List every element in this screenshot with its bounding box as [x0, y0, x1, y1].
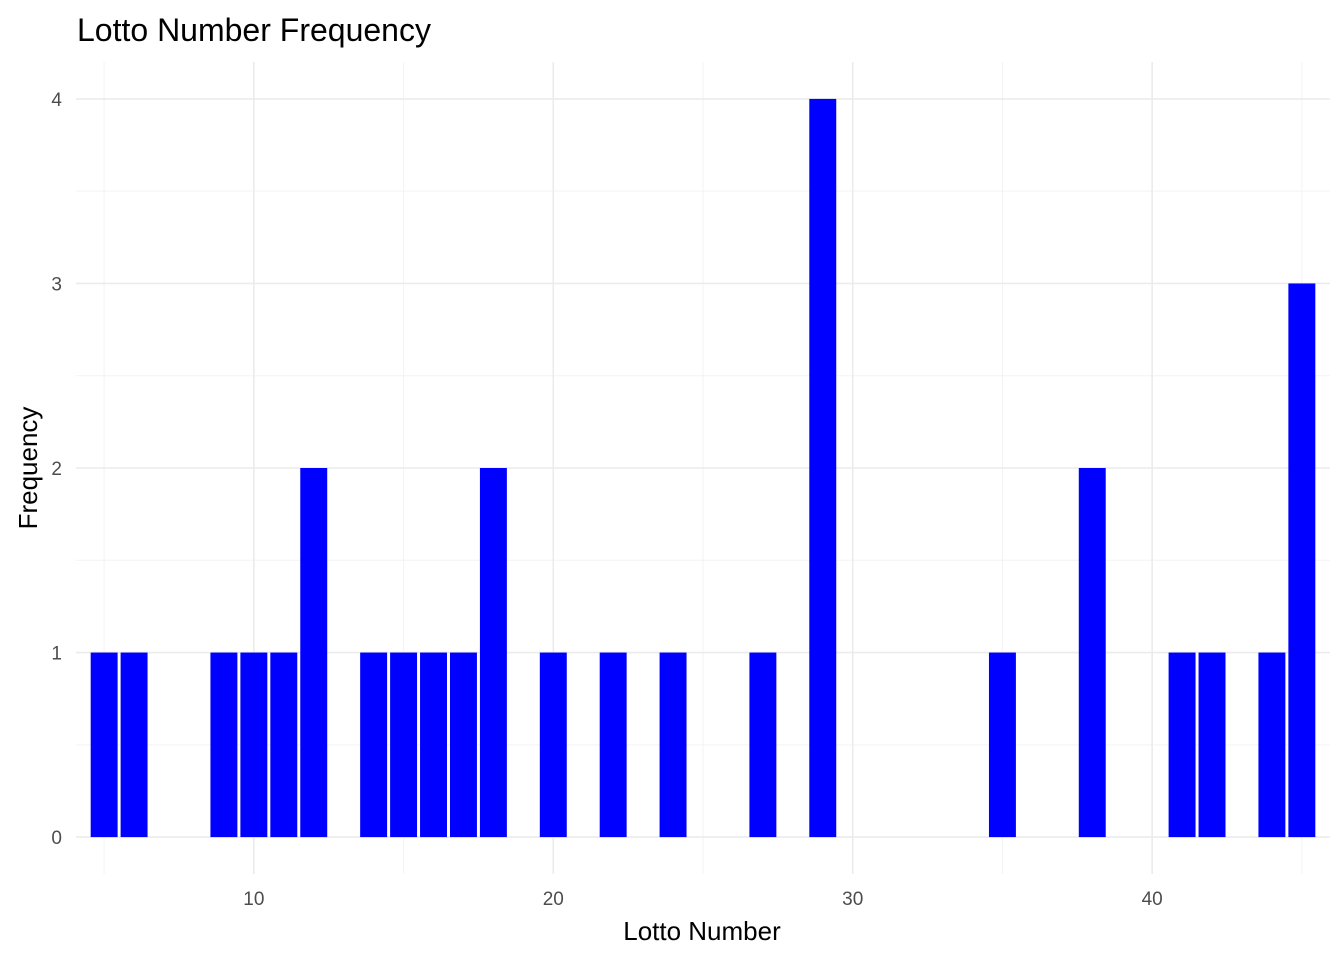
x-tick-label: 10	[243, 889, 264, 910]
bar-6	[120, 652, 148, 838]
bar-17	[449, 652, 477, 838]
y-tick-label: 0	[51, 828, 62, 849]
bar-42	[1198, 652, 1226, 838]
bar-14	[360, 652, 388, 838]
y-tick-label: 2	[51, 459, 62, 480]
bar-24	[659, 652, 687, 838]
bar-15	[390, 652, 418, 838]
bar-11	[270, 652, 298, 838]
y-tick-label: 4	[51, 90, 62, 111]
bar-18	[479, 468, 507, 838]
bar-45	[1288, 283, 1316, 838]
bars	[90, 98, 1316, 838]
y-tick-label: 1	[51, 644, 62, 665]
x-axis-ticks: 10 20 30 40	[243, 889, 1162, 910]
bar-27	[749, 652, 777, 838]
bar-41	[1168, 652, 1196, 838]
bar-16	[420, 652, 447, 838]
bar-10	[240, 652, 268, 838]
bar-29	[809, 98, 837, 838]
x-tick-label: 30	[842, 889, 863, 910]
y-tick-label: 3	[51, 274, 62, 295]
x-tick-label: 20	[543, 889, 564, 910]
chart-title: Lotto Number Frequency	[77, 12, 431, 48]
bar-38	[1078, 468, 1106, 838]
y-axis-title: Frequency	[13, 407, 43, 530]
y-axis-ticks: 0 1 2 3 4	[51, 90, 62, 849]
bar-9	[210, 652, 238, 838]
x-axis-title: Lotto Number	[623, 916, 781, 946]
bar-5	[90, 652, 118, 838]
bar-22	[599, 652, 627, 838]
bar-20	[539, 652, 567, 838]
bar-12	[300, 468, 328, 838]
bar-35	[988, 652, 1016, 838]
x-tick-label: 40	[1142, 889, 1163, 910]
bar-44	[1258, 652, 1286, 838]
